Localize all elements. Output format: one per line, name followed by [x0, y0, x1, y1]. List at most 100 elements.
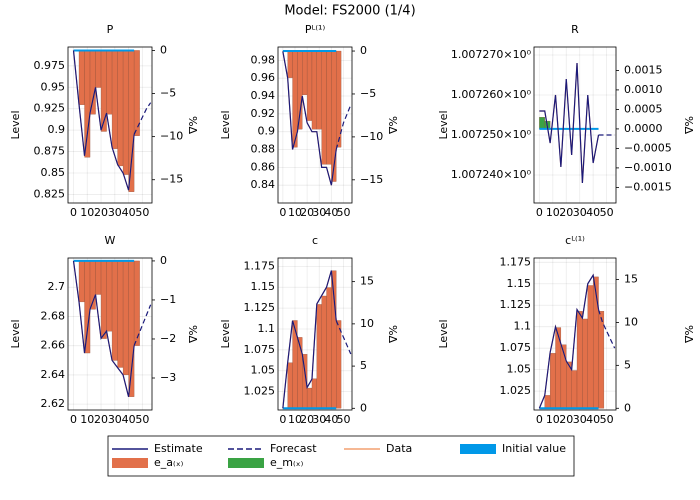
y2-tick-label: −0.0005 — [624, 141, 672, 154]
e-a-bar — [316, 304, 322, 409]
forecast-line — [133, 304, 152, 346]
y2-axis-label: %Δ — [186, 116, 199, 134]
x-tick-label: 40 — [324, 413, 338, 426]
e-a-bar — [117, 50, 124, 167]
x-tick-label: 10 — [546, 206, 560, 219]
x-tick-label: 50 — [337, 413, 351, 426]
y2-tick-label: −0.0010 — [624, 161, 672, 174]
e-a-bar — [100, 260, 107, 339]
estimate-line — [539, 62, 600, 184]
y-tick-label: 2.66 — [41, 339, 66, 352]
y-tick-label: 0.92 — [251, 107, 276, 120]
y-tick-label: 1.125 — [500, 298, 532, 311]
forecast-line — [597, 309, 616, 349]
subplot-title: c — [312, 234, 318, 247]
legend-label: Estimate — [154, 442, 203, 455]
y2-tick-label: −5 — [360, 87, 376, 100]
x-tick-label: 30 — [312, 206, 326, 219]
forecast-line — [133, 102, 152, 135]
y-tick-label: 0.925 — [34, 102, 66, 115]
e-a-bar — [592, 276, 599, 409]
e-a-bar — [133, 260, 140, 346]
y-tick-label: 1.175 — [244, 259, 276, 272]
e-a-bar — [297, 337, 303, 409]
plot-frame — [277, 46, 353, 204]
y2-tick-label: −1 — [160, 293, 176, 306]
estimate-line — [282, 270, 337, 409]
y2-tick-label: −15 — [360, 173, 383, 186]
y-tick-label: 1.007240×10⁰ — [451, 168, 532, 181]
e-a-bar — [111, 50, 118, 149]
e-a-bar — [287, 50, 293, 78]
x-tick-label: 0 — [279, 206, 286, 219]
e-a-bar — [117, 260, 124, 368]
e-a-bar — [84, 50, 91, 158]
e-a-bar — [598, 311, 605, 409]
e-a-bar — [326, 287, 332, 409]
e-a-bar — [78, 50, 85, 105]
x-tick-label: 30 — [108, 413, 122, 426]
y2-tick-label: −5 — [160, 87, 176, 100]
y-tick-label: 2.7 — [48, 280, 66, 293]
e-a-bar — [106, 50, 113, 115]
x-tick-label: 50 — [135, 413, 149, 426]
x-tick-label: 10 — [80, 413, 94, 426]
e-a-bar — [549, 353, 556, 409]
y-tick-label: 0.975 — [34, 59, 66, 72]
y-tick-label: 0.86 — [251, 160, 276, 173]
y-tick-label: 1.05 — [507, 363, 532, 376]
legend-swatch — [112, 458, 148, 468]
x-tick-label: 10 — [80, 206, 94, 219]
legend-label: Data — [386, 442, 412, 455]
estimate-line — [72, 260, 135, 397]
e-a-bar — [302, 50, 308, 95]
y2-tick-label: 0.0015 — [624, 63, 663, 76]
x-tick-label: 30 — [573, 413, 587, 426]
y2-tick-label: −10 — [160, 130, 183, 143]
y2-axis-label: %Δ — [682, 116, 695, 134]
x-tick-label: 0 — [70, 413, 77, 426]
e-a-bar — [544, 395, 551, 409]
y-tick-label: 1.175 — [500, 255, 532, 268]
y-tick-label: 1.05 — [251, 364, 276, 377]
x-tick-label: 50 — [600, 206, 614, 219]
legend-label: e_m₍ₓ₎ — [270, 456, 304, 469]
e-a-bar — [122, 260, 129, 376]
e-a-bar — [311, 378, 317, 409]
plot-frame — [533, 46, 617, 204]
y2-tick-label: 0 — [160, 43, 167, 56]
x-tick-label: 20 — [300, 206, 314, 219]
y-axis-label: Level — [9, 319, 22, 348]
y-axis-label: Level — [437, 319, 450, 348]
y-tick-label: 0.96 — [251, 71, 276, 84]
y2-tick-label: 0.0000 — [624, 122, 663, 135]
y2-tick-label: −2 — [160, 332, 176, 345]
e-a-bar — [95, 260, 102, 295]
plot-frame — [277, 257, 353, 411]
e-a-bar — [311, 50, 317, 130]
legend-label: Forecast — [270, 442, 317, 455]
x-tick-label: 40 — [122, 413, 136, 426]
forecast-line — [335, 320, 352, 355]
y-tick-label: 1.007250×10⁰ — [451, 128, 532, 141]
x-tick-label: 20 — [300, 413, 314, 426]
y-tick-label: 1.15 — [251, 280, 276, 293]
x-tick-label: 0 — [279, 413, 286, 426]
legend-label: e_a₍ₓ₎ — [154, 456, 184, 469]
y-tick-label: 0.875 — [34, 145, 66, 158]
y2-axis-label: %Δ — [682, 325, 695, 343]
x-tick-label: 30 — [573, 206, 587, 219]
y-tick-label: 1.15 — [507, 277, 532, 290]
plot-frame — [67, 257, 153, 411]
x-tick-label: 50 — [135, 206, 149, 219]
plot-frame — [67, 46, 153, 204]
y2-tick-label: 10 — [624, 315, 638, 328]
y2-axis-label: %Δ — [386, 325, 399, 343]
e-a-bar — [582, 318, 588, 409]
subplot-title: R — [571, 23, 579, 36]
y2-axis-label: %Δ — [186, 325, 199, 343]
e-a-bar — [111, 260, 118, 361]
e-a-bar — [576, 311, 583, 409]
x-tick-label: 50 — [337, 206, 351, 219]
e-a-bar — [306, 50, 313, 121]
